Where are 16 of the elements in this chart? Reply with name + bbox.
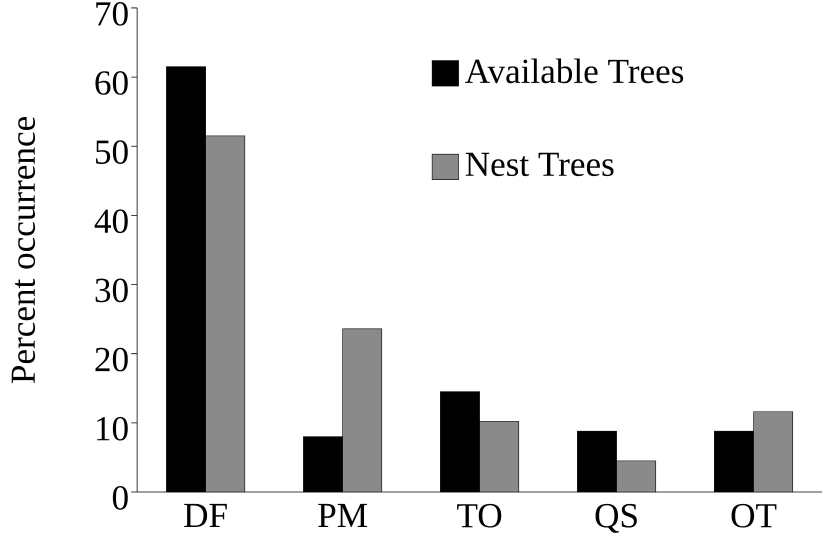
legend-label: Available Trees — [465, 58, 684, 84]
legend-label: Nest Trees — [466, 152, 614, 176]
x-tick-label: DF — [184, 504, 227, 528]
x-tick-label: PM — [318, 504, 367, 527]
y-tick-label: 60 — [95, 71, 128, 95]
x-tick-label: OT — [732, 504, 776, 528]
y-tick-label: 10 — [97, 416, 128, 441]
y-tick-label: 20 — [95, 348, 128, 372]
y-tick-label: 0 — [112, 486, 128, 510]
y-axis-title: Percent occurrence — [12, 117, 36, 384]
y-tick-label: 50 — [96, 140, 128, 164]
x-tick-label: TO — [457, 504, 502, 528]
y-tick-label: 30 — [96, 278, 128, 302]
y-tick-label: 40 — [94, 209, 128, 234]
x-tick-label: QS — [596, 504, 637, 533]
y-tick-label: 70 — [96, 2, 128, 26]
